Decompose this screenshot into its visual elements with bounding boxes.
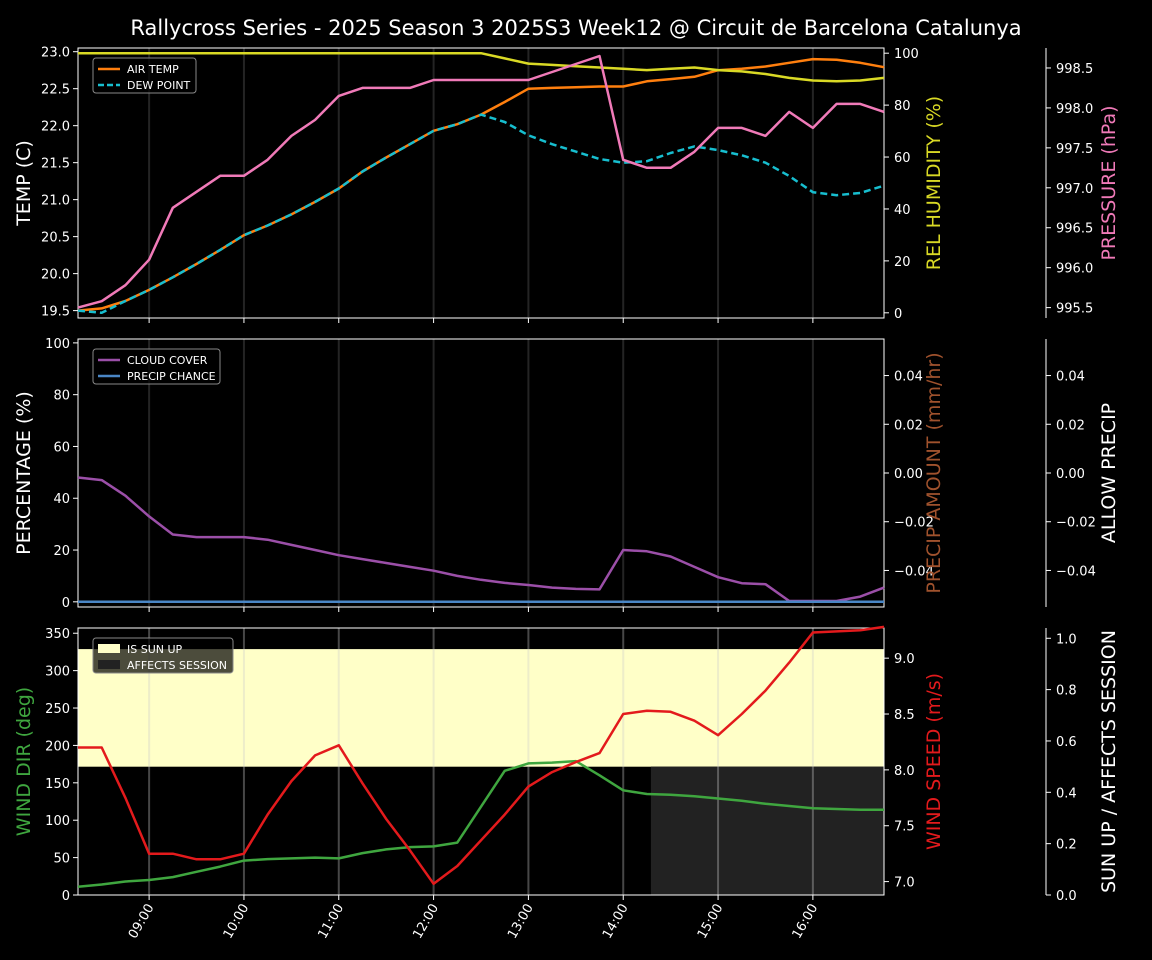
- left-tick-label: 22.0: [41, 120, 70, 135]
- plot-frame: [77, 627, 885, 896]
- right2-tick-label: 995.5: [1056, 302, 1093, 317]
- left-axis-label: PERCENTAGE (%): [13, 391, 35, 555]
- left-tick-label: 100: [45, 814, 70, 829]
- right-tick-label: 0: [894, 307, 902, 322]
- left-tick-label: 0: [62, 596, 70, 611]
- left-tick-label: 20.5: [41, 231, 70, 246]
- right-tick-label: −0.04: [894, 564, 934, 579]
- left-tick-label: 20.0: [41, 268, 70, 283]
- right2-tick-label: 0.6: [1056, 735, 1077, 750]
- right-tick-label: 20: [894, 255, 911, 270]
- series-line-cloud-cover: [77, 476, 885, 603]
- right2-tick-label: 0.0: [1056, 889, 1077, 904]
- left-tick-label: 150: [45, 777, 70, 792]
- right2-tick-label: 0.02: [1056, 418, 1085, 433]
- right-tick-label: 80: [894, 99, 911, 114]
- chart-title: Rallycross Series - 2025 Season 3 2025S3…: [130, 16, 1021, 40]
- series-line-wind-speed: [78, 625, 885, 886]
- series-line-dew-point: [77, 113, 885, 315]
- left-tick-label: 350: [45, 627, 70, 642]
- left-tick-label: 21.0: [41, 194, 70, 209]
- left-tick-label: 22.5: [41, 83, 70, 98]
- left-tick-label: 250: [45, 702, 70, 717]
- right2-tick-label: 998.0: [1056, 102, 1093, 117]
- legend-label: IS SUN UP: [127, 643, 183, 656]
- left-axis-label: TEMP (C): [13, 140, 35, 227]
- right-axis-label: REL HUMIDITY (%): [923, 96, 945, 270]
- right-tick-label: 7.0: [894, 876, 915, 891]
- panel-3: 0 50 100 150 200 250 300 350 7.0 7.5 8.0 8.5 9.0 0.0 0…: [13, 625, 1120, 904]
- right2-axis-label: ALLOW PRECIP: [1098, 403, 1120, 543]
- series-line-rel-humidity: [78, 51, 885, 83]
- left-tick-label: 80: [53, 389, 70, 404]
- legend-label: DEW POINT: [127, 79, 191, 92]
- right-tick-label: 8.0: [894, 764, 915, 779]
- right2-tick-label: 0.2: [1056, 838, 1077, 853]
- legend-label: AIR TEMP: [127, 63, 179, 76]
- plot-frame: [77, 47, 885, 319]
- legend-label: PRECIP CHANCE: [127, 370, 216, 383]
- right-tick-label: 100: [894, 47, 919, 62]
- right-tick-label: 0.02: [894, 418, 923, 433]
- right2-tick-label: 996.0: [1056, 262, 1093, 277]
- right-tick-label: 0.00: [894, 467, 923, 482]
- left-tick-label: 200: [45, 739, 70, 754]
- left-tick-label: 23.0: [41, 46, 70, 61]
- legend-label: CLOUD COVER: [127, 354, 208, 367]
- right-tick-label: −0.02: [894, 516, 934, 531]
- panel-2: 0 20 40 60 80 100 −0.04 −0.02 0.00 0.02 0.04 −0.04 −…: [13, 337, 1120, 612]
- legend: AIR TEMP DEW POINT: [92, 57, 197, 94]
- left-axis-label: WIND DIR (deg): [13, 687, 35, 836]
- right2-tick-label: −0.04: [1056, 564, 1096, 579]
- affects-session-region: [650, 766, 884, 895]
- legend-box: [92, 348, 221, 385]
- right-tick-label: 8.5: [894, 708, 915, 723]
- right2-tick-label: 0.4: [1056, 786, 1077, 801]
- left-tick-label: 20: [53, 544, 70, 559]
- right2-tick-label: 0.8: [1056, 684, 1077, 699]
- legend: CLOUD COVER PRECIP CHANCE: [92, 348, 221, 385]
- legend-swatch: [98, 660, 120, 669]
- right-axis-label: PRECIP AMOUNT (mm/hr): [923, 352, 945, 593]
- legend-label: AFFECTS SESSION: [127, 659, 227, 672]
- right2-tick-label: 1.0: [1056, 632, 1077, 647]
- right2-axis-label: SUN UP / AFFECTS SESSION: [1098, 630, 1120, 893]
- right-tick-label: 0.04: [894, 370, 923, 385]
- left-tick-label: 100: [45, 337, 70, 352]
- right2-tick-label: 997.0: [1056, 182, 1093, 197]
- right2-tick-label: 997.5: [1056, 142, 1093, 157]
- left-tick-label: 300: [45, 665, 70, 680]
- right2-tick-label: −0.02: [1056, 516, 1096, 531]
- legend-swatch: [98, 644, 120, 653]
- right2-tick-label: 0.04: [1056, 370, 1085, 385]
- left-tick-label: 21.5: [41, 157, 70, 172]
- series-line-wind-dir: [77, 759, 884, 889]
- right-axis-label: WIND SPEED (m/s): [923, 673, 945, 850]
- left-tick-label: 50: [53, 852, 70, 867]
- right-tick-label: 40: [894, 203, 911, 218]
- series-line-pressure: [77, 54, 885, 309]
- right2-tick-label: 996.5: [1056, 222, 1093, 237]
- left-tick-label: 60: [53, 440, 70, 455]
- right-tick-label: 7.5: [894, 820, 915, 835]
- left-tick-label: 0: [62, 889, 70, 904]
- panel-1: 19.5 20.0 20.5 21.0 21.5 22.0 22.5 23.0 0 20 40 60 8…: [13, 46, 1120, 323]
- right-tick-label: 60: [894, 151, 911, 166]
- right2-axis-label: PRESSURE (hPa): [1098, 105, 1120, 260]
- right-tick-label: 9.0: [894, 652, 915, 667]
- legend: IS SUN UP AFFECTS SESSION: [92, 637, 234, 674]
- legend-box: [92, 637, 234, 674]
- right2-tick-label: 998.5: [1056, 62, 1093, 77]
- left-tick-label: 19.5: [41, 305, 70, 320]
- right2-tick-label: 0.00: [1056, 467, 1085, 482]
- left-tick-label: 40: [53, 492, 70, 507]
